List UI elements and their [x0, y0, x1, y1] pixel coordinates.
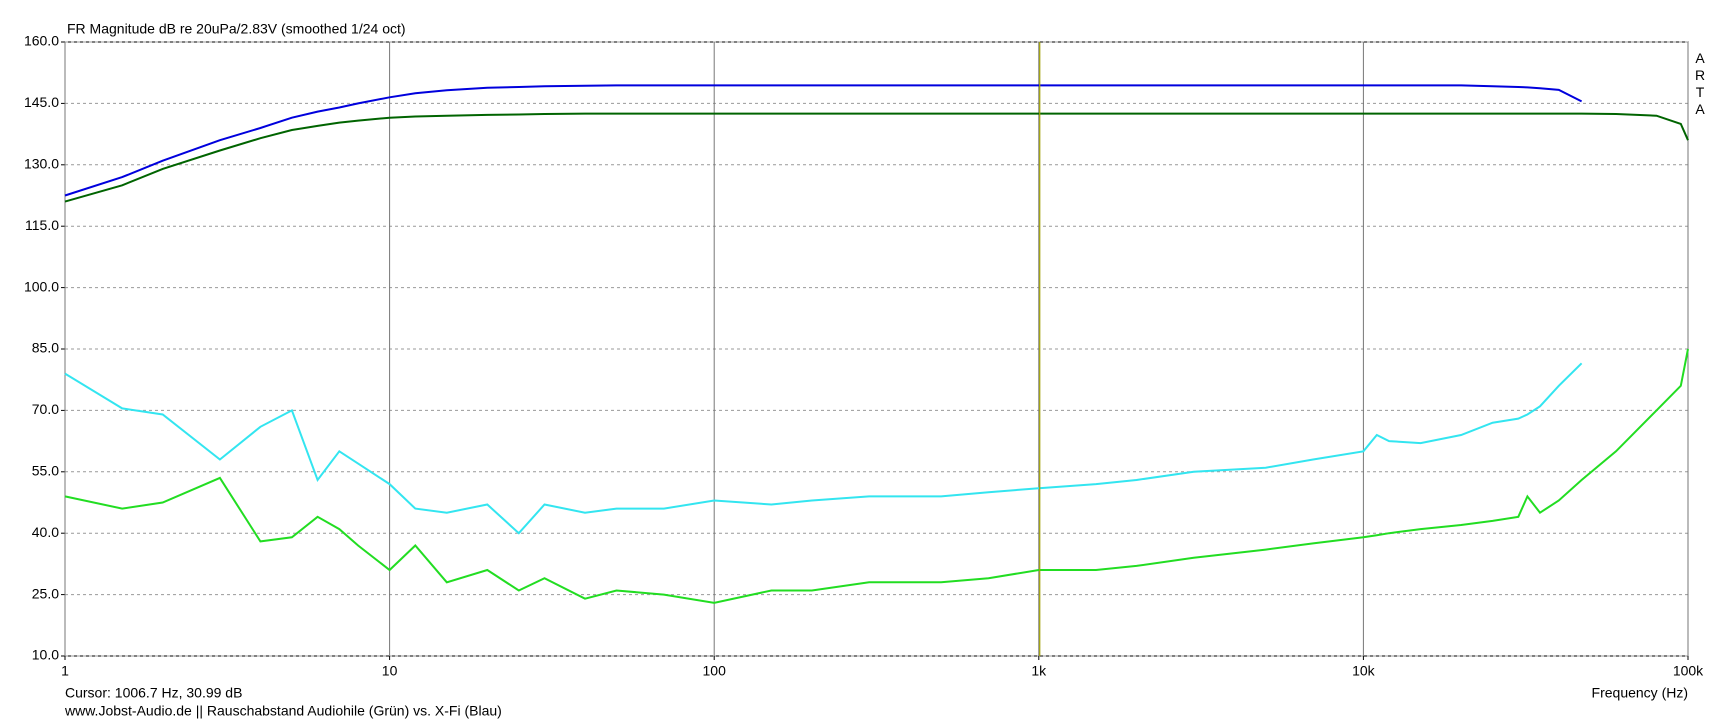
x-tick-label: 10k [1352, 663, 1376, 679]
y-tick-label: 145.0 [24, 94, 59, 110]
y-tick-label: 115.0 [25, 217, 59, 233]
y-tick-label: 10.0 [32, 647, 59, 663]
series-line [64, 348, 1689, 604]
series-line [64, 84, 1583, 197]
x-tick-label: 10 [382, 663, 398, 679]
y-tick-label: 55.0 [32, 463, 59, 479]
chart-title: FR Magnitude dB re 20uPa/2.83V (smoothed… [67, 21, 406, 37]
y-tick-label: 40.0 [32, 524, 59, 540]
x-tick-label: 100k [1673, 663, 1704, 679]
cursor-label: Cursor: 1006.7 Hz, 30.99 dB [65, 685, 242, 701]
x-tick-label: 100 [703, 663, 727, 679]
y-tick-label: 70.0 [32, 401, 59, 417]
series-line [64, 112, 1689, 203]
x-axis-label: Frequency (Hz) [1592, 685, 1688, 701]
watermark: ARTA [1692, 50, 1708, 118]
footer: www.Jobst-Audio.de || Rauschabstand Audi… [64, 703, 502, 719]
y-tick-label: 25.0 [32, 585, 59, 601]
x-tick-label: 1 [61, 663, 69, 679]
y-tick-label: 130.0 [24, 156, 59, 172]
x-tick-label: 1k [1031, 663, 1047, 679]
y-tick-label: 160.0 [24, 33, 59, 49]
y-tick-label: 100.0 [24, 278, 59, 294]
series-line [64, 362, 1583, 535]
y-tick-label: 85.0 [32, 340, 59, 356]
